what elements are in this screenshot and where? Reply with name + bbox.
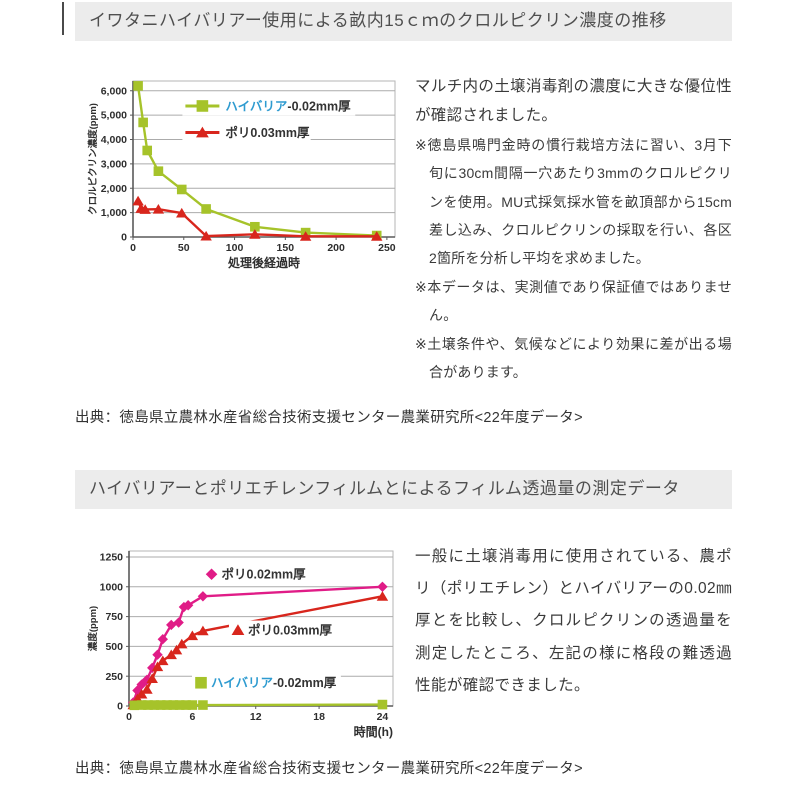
svg-text:18: 18 (313, 711, 325, 723)
svg-text:2,000: 2,000 (101, 183, 127, 195)
section1-lead: マルチ内の土壌消毒剤の濃度に大きな優位性が確認されました。 (415, 77, 732, 124)
svg-text:6: 6 (189, 711, 195, 723)
svg-text:ポリ0.03mm厚: ポリ0.03mm厚 (248, 623, 333, 638)
svg-text:100: 100 (226, 242, 244, 254)
svg-text:50: 50 (178, 242, 190, 254)
section1-title: イワタニハイバリアー使用による畝内15ｃｍのクロルピクリン濃度の推移 (89, 11, 667, 30)
svg-text:処理後経過時: 処理後経過時 (227, 255, 300, 270)
section2-header: ハイバリアーとポリエチレンフィルムとによるフィルム透過量の測定データ (75, 470, 732, 510)
svg-text:6,000: 6,000 (101, 85, 127, 97)
svg-text:時間(h): 時間(h) (354, 724, 393, 739)
svg-text:クロルピクリン濃度(ppm): クロルピクリン濃度(ppm) (87, 103, 99, 215)
svg-text:500: 500 (105, 641, 123, 653)
svg-text:5,000: 5,000 (101, 110, 127, 122)
section2-title: ハイバリアーとポリエチレンフィルムとによるフィルム透過量の測定データ (89, 479, 680, 499)
svg-text:0: 0 (121, 231, 127, 243)
svg-text:250: 250 (378, 242, 396, 254)
svg-text:0: 0 (117, 701, 123, 713)
section2-source: 出典：徳島県立農林水産省総合技術支援センター農業研究所<22年度データ> (75, 761, 583, 778)
section1-text-column: マルチ内の土壌消毒剤の濃度に大きな優位性が確認されました。 ※徳島県鳴門金時の慣… (415, 73, 732, 387)
section2-chart-column: 0 250 500 750 1000 1250 0 6 12 18 24 時間(h) 濃度(ppm) ポリ… (75, 541, 415, 751)
svg-text:ポリ0.02mm厚: ポリ0.02mm厚 (222, 567, 307, 582)
svg-text:0: 0 (130, 242, 136, 254)
svg-text:ハイバリア-0.02mm厚: ハイバリア-0.02mm厚 (211, 675, 337, 690)
section1-source: 出典：徳島県立農林水産省総合技術支援センター農業研究所<22年度データ> (75, 410, 583, 427)
svg-text:1250: 1250 (100, 552, 124, 564)
svg-text:200: 200 (327, 242, 345, 254)
section-permeation: ハイバリアーとポリエチレンフィルムとによるフィルム透過量の測定データ 0 250 5… (75, 470, 732, 778)
svg-text:0: 0 (126, 711, 132, 723)
section1-chart-column: 0 1,000 2,000 3,000 4,000 5,000 6,000 0 50 100 150… (75, 73, 415, 278)
svg-text:4,000: 4,000 (101, 134, 127, 146)
section1-note-disclaimer: ※本データは、実測値であり保証値ではありません。 (415, 278, 732, 324)
section-concentration: イワタニハイバリアー使用による畝内15ｃｍのクロルピクリン濃度の推移 0 1,00… (62, 2, 732, 427)
section2-lead: 一般に土壌消毒用に使用されている、農ポリ（ポリエチレン）とハイバリアーの0.02… (415, 548, 732, 694)
header-edge-line (62, 2, 64, 35)
svg-text:ポリ0.03mm厚: ポリ0.03mm厚 (225, 125, 310, 140)
section2-text-column: 一般に土壌消毒用に使用されている、農ポリ（ポリエチレン）とハイバリアーの0.02… (415, 541, 732, 701)
svg-text:ハイバリア-0.02mm厚: ハイバリア-0.02mm厚 (225, 98, 351, 113)
svg-text:12: 12 (250, 711, 262, 723)
section1-header: イワタニハイバリアー使用による畝内15ｃｍのクロルピクリン濃度の推移 (62, 2, 732, 41)
chart-chloropicrin-concentration: 0 1,000 2,000 3,000 4,000 5,000 6,000 0 50 100 150… (87, 80, 396, 270)
svg-text:250: 250 (105, 671, 123, 683)
section1-note-method: ※徳島県鳴門金時の慣行栽培方法に習い、3月下旬に30cm間隔一穴あたり3mmのク… (415, 136, 732, 267)
svg-text:1000: 1000 (100, 582, 124, 594)
svg-text:1,000: 1,000 (101, 207, 127, 219)
svg-text:750: 750 (105, 611, 123, 623)
section1-row: 0 1,000 2,000 3,000 4,000 5,000 6,000 0 50 100 150… (75, 73, 732, 387)
svg-text:3,000: 3,000 (101, 158, 127, 170)
svg-text:150: 150 (277, 242, 295, 254)
svg-text:24: 24 (377, 711, 389, 723)
section2-row: 0 250 500 750 1000 1250 0 6 12 18 24 時間(h) 濃度(ppm) ポリ… (75, 541, 732, 751)
svg-text:濃度(ppm): 濃度(ppm) (87, 606, 99, 651)
section1-note-conditions: ※土壌条件や、気候などにより効果に差が出る場合があります。 (415, 335, 732, 381)
